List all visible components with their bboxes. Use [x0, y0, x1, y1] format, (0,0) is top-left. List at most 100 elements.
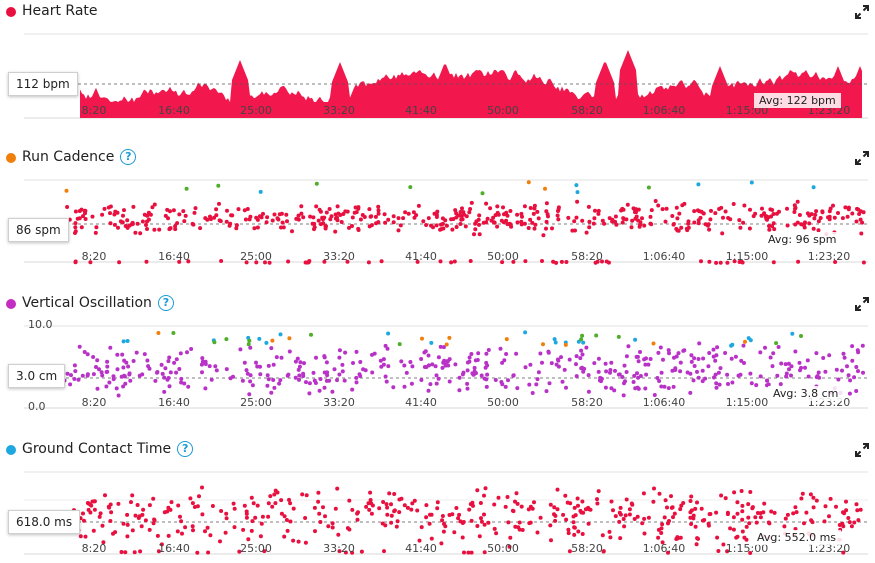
- data-point: [123, 381, 128, 386]
- data-point: [265, 383, 270, 388]
- data-point: [517, 520, 522, 525]
- heart-rate-chart[interactable]: 8:20 16:40 25:00 33:20 41:40 50:00 58:20 1:06:4…: [0, 22, 875, 122]
- data-point: [845, 214, 850, 219]
- expand-arrows-icon[interactable]: [855, 151, 869, 165]
- data-point: [696, 375, 701, 380]
- data-point: [317, 511, 322, 516]
- data-point: [823, 369, 828, 374]
- data-point: [241, 527, 246, 532]
- data-point: [218, 539, 222, 544]
- data-point: [457, 388, 462, 393]
- vertical-oscillation-chart[interactable]: 8:20 16:40 25:00 33:20 41:40 50:00 58:20 1:06:4…: [0, 314, 875, 414]
- data-point: [266, 377, 271, 382]
- data-point: [841, 351, 846, 356]
- data-point: [419, 525, 424, 530]
- x-tick-label: 1:15:00: [726, 396, 768, 409]
- data-point: [578, 356, 583, 361]
- data-point: [232, 525, 237, 530]
- data-point: [705, 223, 710, 228]
- data-point: [205, 217, 210, 222]
- data-point: [856, 369, 860, 374]
- data-point: [740, 509, 745, 514]
- data-point: [691, 516, 696, 521]
- run-cadence-chart[interactable]: 8:20 16:40 25:00 33:20 41:40 50:00 58:20 1:06:4…: [0, 168, 875, 268]
- data-point: [784, 374, 789, 379]
- data-point: [237, 549, 242, 554]
- data-point: [789, 364, 794, 369]
- data-point: [706, 521, 711, 526]
- data-point: [637, 224, 642, 229]
- data-point: [811, 505, 816, 510]
- data-point: [412, 498, 417, 503]
- question-circle-icon[interactable]: ?: [120, 149, 137, 165]
- data-point: [753, 211, 758, 216]
- ground-contact-time-chart[interactable]: 8:20 16:40 25:00 33:20 41:40 50:00 58:20 1:06:4…: [0, 460, 875, 560]
- data-point: [381, 357, 386, 362]
- data-point: [834, 367, 839, 372]
- heart-rate-title: Heart Rate: [22, 3, 98, 19]
- data-point: [293, 359, 298, 364]
- data-point: [327, 207, 332, 211]
- data-point: [556, 358, 561, 363]
- data-point: [297, 377, 301, 382]
- data-point: [132, 550, 137, 555]
- data-point: [493, 213, 498, 218]
- data-point: [666, 386, 671, 391]
- data-point: [580, 333, 585, 338]
- data-point: [846, 516, 851, 520]
- data-point: [335, 486, 340, 491]
- expand-arrows-icon[interactable]: [855, 297, 869, 311]
- data-point: [125, 225, 130, 230]
- data-point: [701, 211, 706, 216]
- data-point: [408, 185, 413, 190]
- data-point: [758, 350, 763, 355]
- data-point: [428, 512, 432, 517]
- data-point: [658, 345, 663, 350]
- data-point: [816, 228, 821, 233]
- data-point: [183, 213, 188, 218]
- data-point: [377, 506, 382, 511]
- data-point: [507, 544, 512, 549]
- data-point: [231, 374, 235, 379]
- data-point: [343, 350, 348, 355]
- data-point: [472, 232, 476, 237]
- data-point: [321, 505, 325, 510]
- data-point: [621, 393, 626, 398]
- data-point: [438, 344, 443, 349]
- data-point: [288, 519, 293, 524]
- data-point: [617, 519, 622, 524]
- heart-rate-header: Heart Rate: [0, 0, 875, 22]
- question-circle-icon[interactable]: ?: [177, 441, 194, 457]
- data-point: [767, 224, 771, 228]
- data-point: [503, 384, 508, 389]
- data-point: [316, 218, 321, 223]
- expand-arrows-icon[interactable]: [855, 5, 869, 19]
- data-point: [737, 218, 742, 223]
- data-point: [240, 378, 245, 383]
- data-point: [345, 209, 350, 214]
- data-point: [799, 334, 803, 338]
- data-point: [787, 367, 791, 372]
- data-point: [715, 535, 720, 540]
- question-circle-icon[interactable]: ?: [157, 295, 174, 311]
- data-point: [354, 375, 359, 380]
- data-point: [192, 210, 197, 215]
- data-point: [714, 385, 719, 390]
- data-point: [520, 528, 525, 532]
- data-point: [815, 374, 820, 379]
- data-point: [532, 226, 537, 231]
- data-point: [82, 350, 87, 354]
- data-point: [343, 550, 348, 555]
- data-point: [850, 358, 855, 363]
- data-point: [373, 214, 378, 219]
- ground-contact-time-current-value: 618.0 ms: [8, 510, 81, 534]
- data-point: [119, 374, 124, 379]
- data-point: [713, 358, 718, 363]
- data-point: [454, 211, 459, 216]
- expand-arrows-icon[interactable]: [855, 443, 869, 457]
- data-point: [329, 214, 334, 219]
- heart-rate-legend-dot: [6, 7, 16, 17]
- data-point: [424, 223, 429, 227]
- data-point: [100, 523, 105, 528]
- data-point: [633, 216, 638, 221]
